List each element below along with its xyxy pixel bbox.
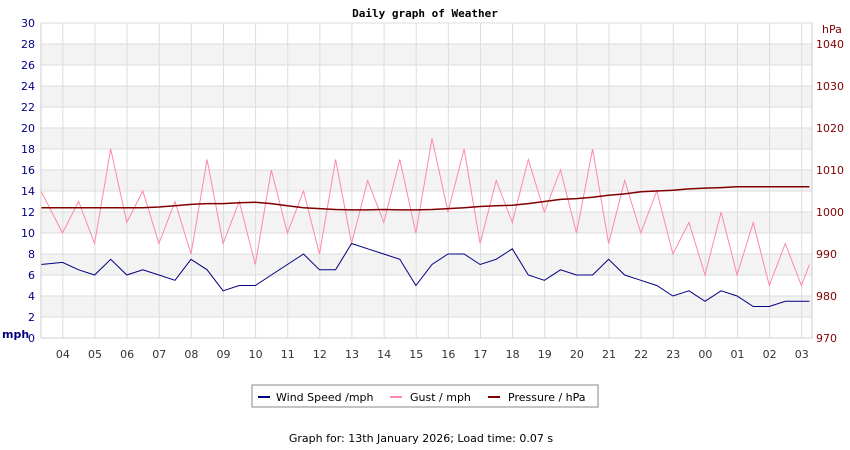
- left-tick-label: 22: [21, 101, 35, 114]
- right-tick-label: 1030: [816, 80, 844, 93]
- right-tick-label: 970: [816, 332, 837, 345]
- x-tick-label: 13: [345, 348, 359, 361]
- x-tick-label: 08: [184, 348, 198, 361]
- legend-gust: Gust / mph: [410, 391, 471, 404]
- grid-band: [41, 212, 812, 233]
- x-tick-label: 05: [88, 348, 102, 361]
- x-tick-label: 21: [602, 348, 616, 361]
- x-tick-label: 18: [506, 348, 520, 361]
- x-tick-label: 03: [795, 348, 809, 361]
- grid-band: [41, 44, 812, 65]
- x-tick-label: 16: [441, 348, 455, 361]
- grid-band: [41, 128, 812, 149]
- left-tick-label: 12: [21, 206, 35, 219]
- grid-band: [41, 86, 812, 107]
- x-tick-label: 01: [730, 348, 744, 361]
- left-tick-label: 6: [28, 269, 35, 282]
- left-tick-label: 18: [21, 143, 35, 156]
- x-tick-label: 14: [377, 348, 391, 361]
- grid-band: [41, 170, 812, 191]
- x-tick-label: 12: [313, 348, 327, 361]
- x-tick-label: 19: [538, 348, 552, 361]
- left-tick-label: 28: [21, 38, 35, 51]
- left-tick-label: 20: [21, 122, 35, 135]
- x-tick-label: 00: [698, 348, 712, 361]
- series-line-wind: [40, 242, 810, 307]
- x-tick-label: 04: [56, 348, 70, 361]
- x-tick-label: 23: [666, 348, 680, 361]
- x-tick-label: 17: [473, 348, 487, 361]
- legend: Wind Speed /mph Gust / mph Pressure / hP…: [251, 384, 599, 408]
- right-tick-label: 980: [816, 290, 837, 303]
- x-tick-label: 15: [409, 348, 423, 361]
- x-tick-label: 10: [249, 348, 263, 361]
- left-tick-label: 10: [21, 227, 35, 240]
- right-tick-label: 990: [816, 248, 837, 261]
- left-tick-label: 2: [28, 311, 35, 324]
- series-line-gust: [40, 138, 810, 288]
- left-tick-label: 8: [28, 248, 35, 261]
- x-tick-label: 02: [763, 348, 777, 361]
- footer-text: Graph for: 13th January 2026; Load time:…: [289, 432, 553, 445]
- x-tick-label: 11: [281, 348, 295, 361]
- right-axis-label: hPa: [822, 23, 842, 36]
- left-tick-label: 16: [21, 164, 35, 177]
- chart-title: Daily graph of Weather: [352, 7, 498, 20]
- right-tick-label: 1000: [816, 206, 844, 219]
- left-tick-label: 26: [21, 59, 35, 72]
- x-tick-label: 20: [570, 348, 584, 361]
- legend-wind: Wind Speed /mph: [276, 391, 374, 404]
- left-tick-label: 24: [21, 80, 35, 93]
- right-tick-label: 1040: [816, 38, 844, 51]
- x-tick-label: 09: [216, 348, 230, 361]
- legend-pressure: Pressure / hPa: [508, 391, 586, 404]
- right-tick-label: 1010: [816, 164, 844, 177]
- series-line-pressure: [41, 186, 810, 211]
- right-tick-label: 1020: [816, 122, 844, 135]
- left-tick-label: 14: [21, 185, 35, 198]
- x-tick-label: 22: [634, 348, 648, 361]
- grid-band: [41, 296, 812, 317]
- left-axis-label: mph: [2, 328, 29, 341]
- left-tick-label: 4: [28, 290, 35, 303]
- left-tick-label: 0: [28, 332, 35, 345]
- x-tick-label: 07: [152, 348, 166, 361]
- left-tick-label: 30: [21, 17, 35, 30]
- x-tick-label: 06: [120, 348, 134, 361]
